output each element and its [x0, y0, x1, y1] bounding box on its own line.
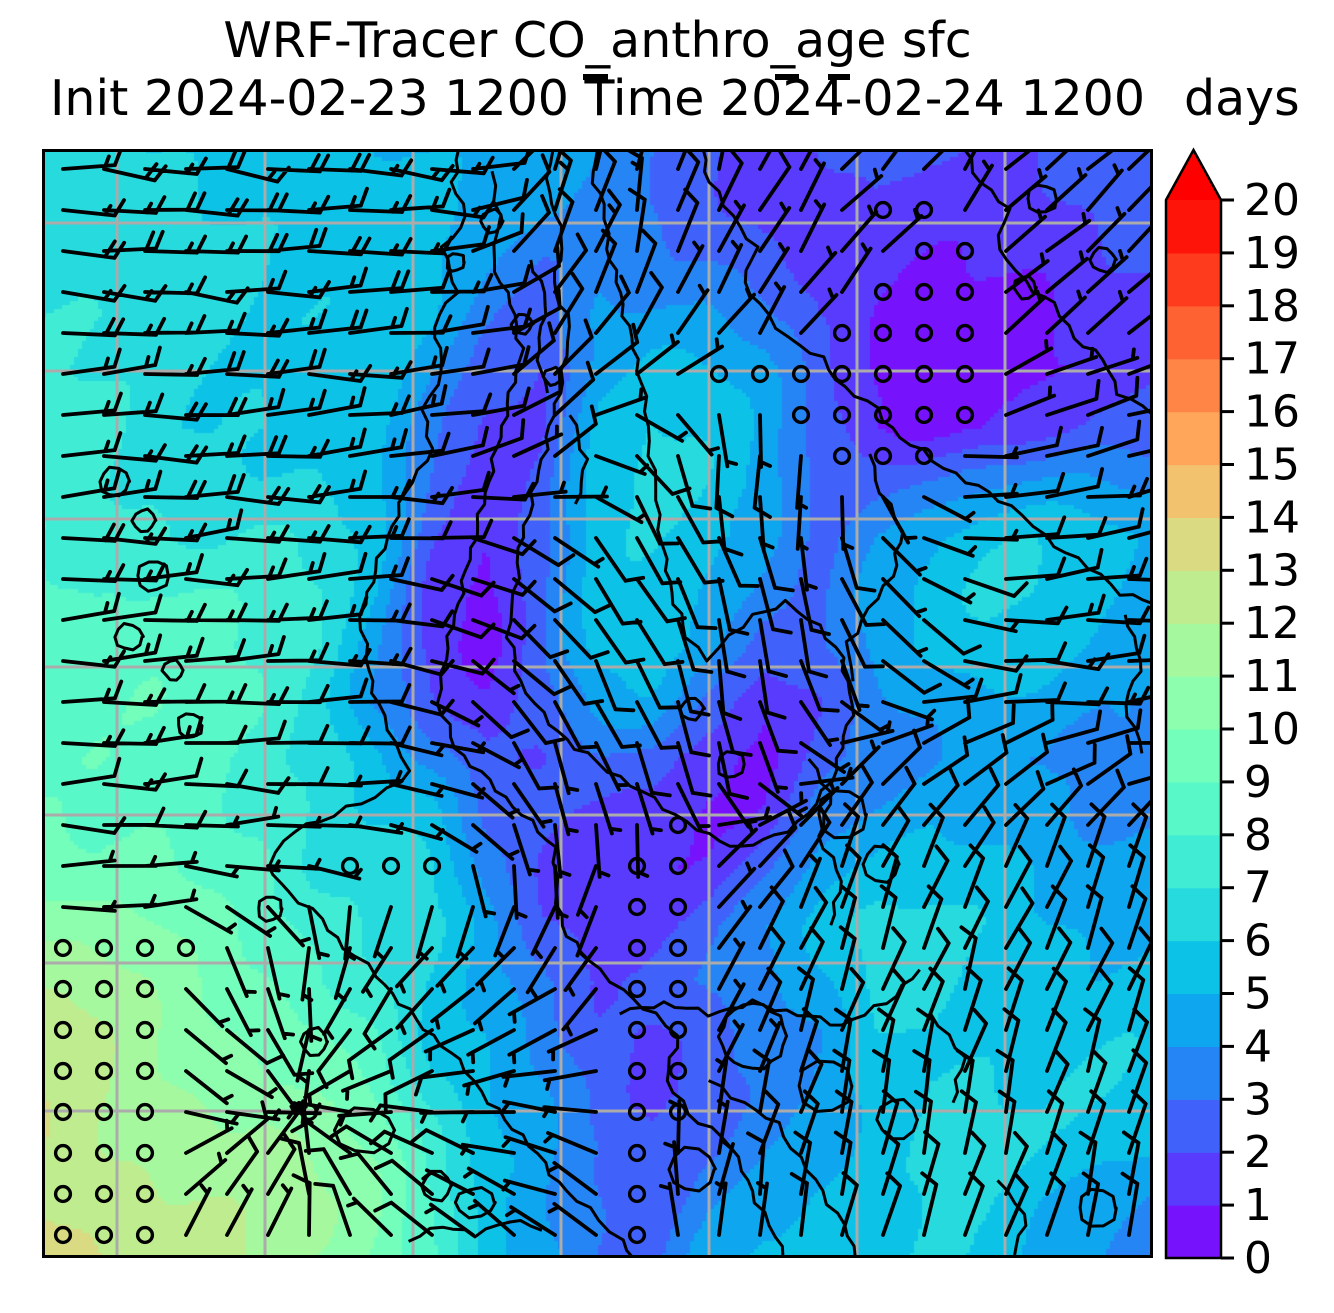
map-border — [42, 149, 1153, 1258]
colorbar-tick-label: 4 — [1244, 1021, 1272, 1072]
colorbar-segments — [1164, 147, 1223, 1260]
colorbar-tick-label: 2 — [1244, 1127, 1272, 1178]
colorbar-tick-label: 16 — [1244, 387, 1300, 438]
colorbar-tick-label: 9 — [1244, 757, 1272, 808]
colorbar-tick-label: 17 — [1244, 334, 1300, 385]
colorbar-tick-label: 11 — [1244, 651, 1300, 702]
colorbar-tick-label: 6 — [1244, 916, 1272, 967]
plot-title-line1: WRF-Tracer CO_anthro_age sfc — [223, 12, 972, 69]
map-overlay — [42, 149, 1153, 1258]
colorbar-tick-label: 8 — [1244, 810, 1272, 861]
colorbar-tick-label: 14 — [1244, 492, 1300, 543]
colorbar-tick-label: 12 — [1244, 598, 1300, 649]
colorbar-tick-label: 5 — [1244, 969, 1272, 1020]
colorbar-over-arrow — [1166, 150, 1221, 200]
colorbar-unit-label: days — [1184, 70, 1300, 127]
colorbar-tick-label: 3 — [1244, 1074, 1272, 1125]
colorbar-tick-label: 13 — [1244, 545, 1300, 596]
colorbar-tick-label: 20 — [1244, 175, 1300, 226]
wind-barbs — [53, 149, 1153, 1245]
colorbar-tick-label: 0 — [1244, 1233, 1272, 1284]
colorbar-tick-label: 18 — [1244, 281, 1300, 332]
underscore-artifact — [583, 74, 608, 80]
underscore-artifact — [828, 74, 850, 80]
colorbar-tick-label: 7 — [1244, 863, 1272, 914]
colorbar-tick-label: 10 — [1244, 704, 1300, 755]
underscore-artifact — [775, 74, 799, 80]
colorbar-tick-label: 15 — [1244, 440, 1300, 491]
colorbar-tick-label: 19 — [1244, 228, 1300, 279]
colorbar-tick-label: 1 — [1244, 1180, 1272, 1231]
